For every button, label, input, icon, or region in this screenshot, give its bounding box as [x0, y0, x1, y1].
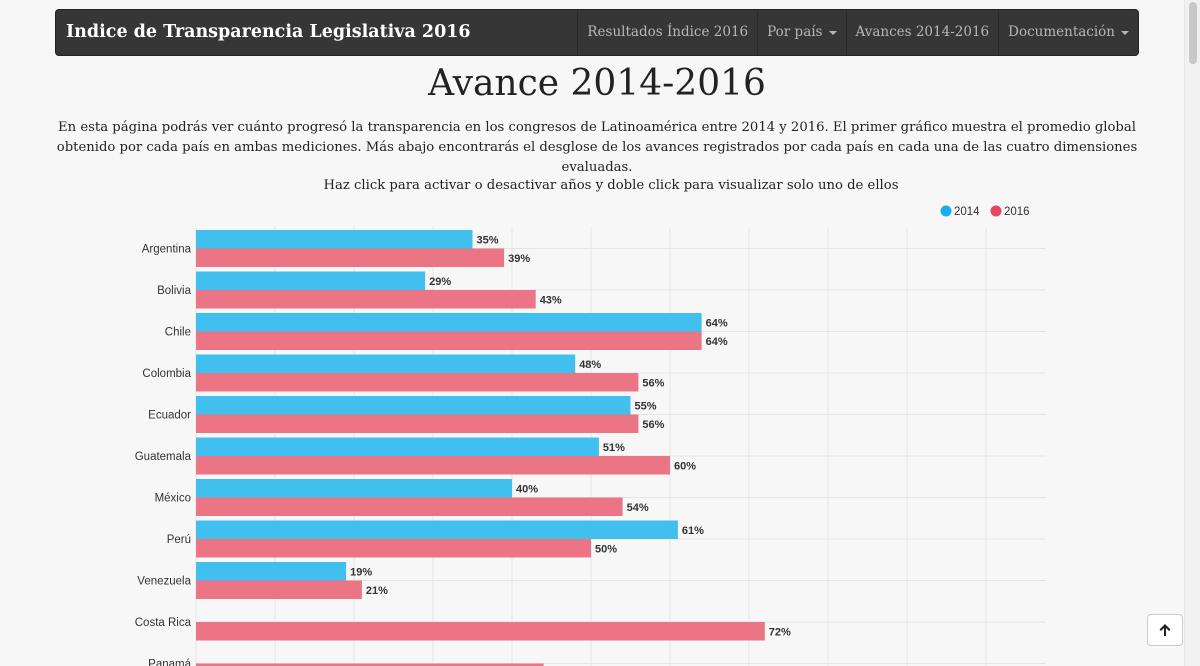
chart-hint: Haz click para activar o desactivar años…	[323, 178, 899, 193]
scrollbar[interactable]	[1184, 0, 1200, 666]
bar-value-label: 51%	[603, 442, 625, 454]
category-label: Panamá	[148, 659, 191, 666]
bar-2014[interactable]	[196, 562, 347, 581]
bar-2016[interactable]	[196, 539, 591, 558]
bar-2014[interactable]	[196, 520, 678, 540]
bar-2014[interactable]	[196, 313, 702, 332]
arrow-up-icon	[1159, 624, 1171, 636]
back-to-top-button[interactable]	[1147, 614, 1183, 646]
bar-value-label: 61%	[682, 525, 704, 537]
legend-item-2014[interactable]: 2014	[940, 205, 981, 219]
category-label: Costa Rica	[135, 617, 192, 629]
bar-value-label: 60%	[674, 460, 696, 472]
nav-avances-label: Avances 2014-2016	[855, 24, 990, 40]
bar-value-label: 64%	[706, 317, 728, 329]
bar-2016[interactable]	[196, 290, 536, 309]
nav-por-pais[interactable]: Por país	[757, 10, 845, 55]
bar-2016[interactable]	[196, 373, 639, 392]
bar-2016[interactable]	[196, 497, 623, 517]
category-label: Perú	[167, 534, 191, 546]
bar-2016[interactable]	[196, 622, 765, 641]
page-title: Avance 2014-2016	[428, 63, 766, 104]
legend-label: 2014	[954, 206, 980, 218]
category-label: Colombia	[142, 368, 191, 380]
nav-resultados-label: Resultados Índice 2016	[587, 24, 749, 40]
bar-2014[interactable]	[196, 437, 599, 457]
bar-value-label: 56%	[642, 419, 664, 431]
bar-2014[interactable]	[196, 354, 576, 374]
bar-2014[interactable]	[196, 271, 426, 291]
bar-value-label: 35%	[477, 234, 499, 246]
bar-2016[interactable]	[196, 414, 639, 434]
bar-value-label: 55%	[635, 400, 657, 412]
scrollbar-thumb[interactable]	[1189, 2, 1197, 64]
category-label: Guatemala	[135, 451, 192, 463]
bar-2016[interactable]	[196, 331, 702, 351]
nav-documentacion[interactable]: Documentación	[998, 10, 1138, 55]
bar-value-label: 56%	[642, 377, 664, 389]
category-label: Ecuador	[148, 410, 191, 422]
category-label: Argentina	[142, 244, 192, 256]
nav-documentacion-label: Documentación	[1008, 24, 1115, 40]
bar-value-label: 64%	[706, 336, 728, 348]
bar-2016[interactable]	[196, 456, 670, 475]
caret-down-icon	[828, 30, 837, 35]
bar-value-label: 19%	[350, 566, 372, 578]
bar-2014[interactable]	[196, 230, 473, 249]
bar-value-label: 48%	[579, 359, 601, 371]
bar-2016[interactable]	[196, 663, 544, 666]
bar-2014[interactable]	[196, 396, 631, 415]
navbar: Indice de Transparencia Legislativa 2016…	[55, 9, 1139, 56]
bar-2016[interactable]	[196, 580, 362, 600]
bar-value-label: 21%	[366, 585, 388, 597]
bar-value-label: 50%	[595, 543, 617, 555]
intro-text: En esta página podrás ver cuánto progres…	[56, 120, 1138, 175]
bar-2014[interactable]	[196, 479, 512, 498]
bar-value-label: 29%	[429, 276, 451, 288]
nav-menu: Resultados Índice 2016 Por país Avances …	[577, 10, 1138, 55]
category-label: México	[155, 493, 191, 505]
bar-value-label: 39%	[508, 253, 530, 265]
brand-title[interactable]: Indice de Transparencia Legislativa 2016	[66, 22, 471, 42]
bar-value-label: 40%	[516, 483, 538, 495]
category-label: Bolivia	[157, 285, 191, 297]
bar-2016[interactable]	[196, 248, 505, 268]
category-label: Chile	[165, 327, 191, 339]
caret-down-icon	[1121, 30, 1129, 35]
bar-value-label: 43%	[540, 294, 562, 306]
category-label: Venezuela	[137, 576, 191, 588]
bar-value-label: 54%	[627, 502, 649, 514]
legend-swatch	[990, 205, 1002, 217]
nav-avances[interactable]: Avances 2014-2016	[845, 10, 999, 55]
nav-por-pais-label: Por país	[767, 24, 823, 40]
legend-item-2016[interactable]: 2016	[990, 205, 1030, 219]
nav-resultados[interactable]: Resultados Índice 2016	[577, 10, 757, 55]
bar-value-label: 72%	[769, 626, 791, 638]
bar-chart: Argentina 35% 39% Bolivia 29% 43% Chile 64% 64% C…	[135, 205, 1046, 666]
legend-label: 2016	[1004, 206, 1030, 218]
legend-swatch	[940, 205, 952, 217]
